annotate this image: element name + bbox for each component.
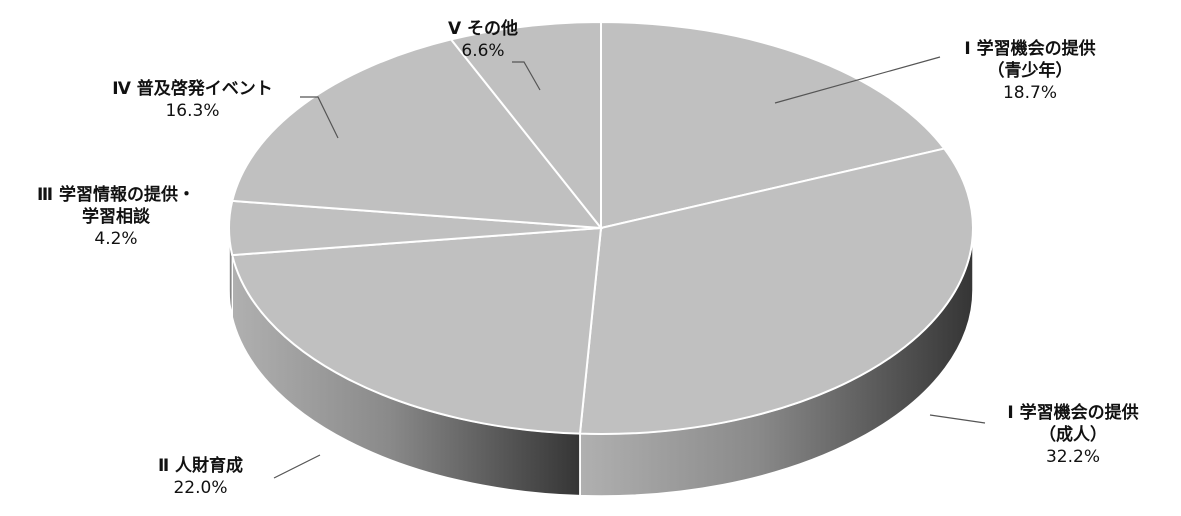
slice-name: Ⅱ 人財育成: [157, 456, 244, 476]
slice-name: Ⅴ その他: [447, 19, 519, 39]
leader-line-other: [512, 61, 541, 91]
slice-label-info: Ⅲ 学習情報の提供・ 学習相談 4.2%: [0, 184, 232, 250]
slice-name: Ⅰ 学習機会の提供: [964, 39, 1096, 59]
leader-line-adult: [929, 414, 986, 424]
slice-percent: 18.7%: [1002, 83, 1057, 103]
slice-name: Ⅰ 学習機会の提供: [1007, 403, 1139, 423]
pie-slice-event: [230, 38, 604, 230]
slice-label-hr: Ⅱ 人財育成 22.0%: [118, 455, 283, 499]
slice-name: Ⅳ 普及啓発イベント: [112, 79, 273, 99]
leader-line-hr: [273, 454, 321, 479]
slice-name-line2: （成人）: [1039, 425, 1107, 445]
slice-label-adult: Ⅰ 学習機会の提供 （成人） 32.2%: [968, 402, 1178, 468]
slice-percent: 32.2%: [1045, 447, 1100, 467]
leader-line-youth: [774, 56, 941, 104]
slice-percent: 16.3%: [165, 101, 220, 121]
slice-percent: 6.6%: [461, 41, 505, 61]
pie-slice-hr: [230, 226, 603, 435]
pie-slice-youth: [600, 20, 946, 230]
slice-label-youth: Ⅰ 学習機会の提供 （青少年） 18.7%: [925, 38, 1135, 104]
slice-label-event: Ⅳ 普及啓発イベント 16.3%: [80, 78, 305, 122]
slice-name-line2: （青少年）: [987, 61, 1073, 81]
slice-name: Ⅲ 学習情報の提供・: [37, 185, 195, 205]
pie-slice-other: [449, 20, 602, 231]
slice-percent: 22.0%: [173, 478, 228, 498]
pie-slice-adult: [578, 147, 974, 435]
leader-line-event: [300, 96, 339, 139]
slice-name-line2: 学習相談: [82, 207, 150, 227]
slice-label-other: Ⅴ その他 6.6%: [418, 18, 548, 62]
slice-percent: 4.2%: [94, 229, 138, 249]
